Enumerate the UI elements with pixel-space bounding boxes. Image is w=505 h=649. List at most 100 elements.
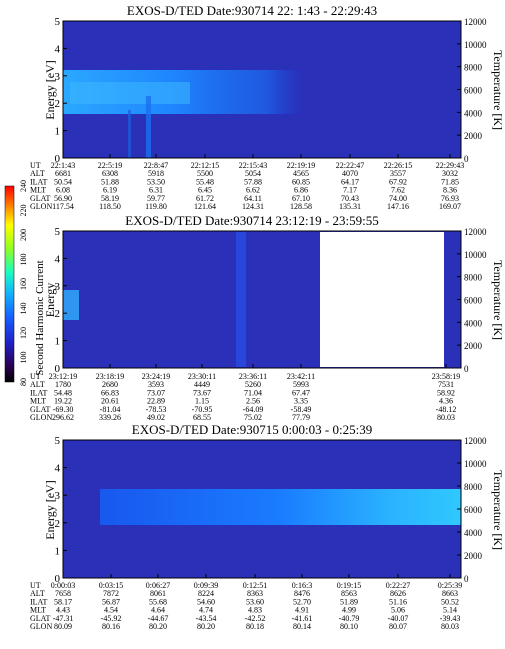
- panel-3-table-cell: -40.79: [339, 614, 360, 623]
- panel-1-table-cell: 22:22:47: [336, 161, 364, 170]
- panel-2-y2label: Temperature [K]: [491, 260, 505, 340]
- panel-1-table-cell: 6308: [102, 169, 118, 178]
- panel-1-table-cell: 5918: [148, 169, 164, 178]
- panel-2-table-cell: 1.15: [195, 397, 209, 406]
- panel-1-row-label: ILAT: [30, 177, 47, 186]
- panel-3-table-cell: -40.07: [388, 614, 409, 623]
- panel-3-table-cell: -47.31: [53, 614, 74, 623]
- panel-3-table-cell: 0:00:03: [51, 581, 75, 590]
- colorbar-tick-label: 80: [19, 378, 28, 386]
- colorbar: Second Harmonic Current 80 100 120 140 160 18…: [4, 180, 46, 386]
- panel-3-table-cell: 80.20: [149, 622, 167, 631]
- panel-2-ytick-label: 5: [55, 226, 61, 238]
- colorbar-tick-label: 100: [19, 352, 28, 364]
- panel-3-table-cell: 0:06:27: [146, 581, 170, 590]
- colorbar-gradient: [4, 185, 15, 383]
- panel-1-table-cell: 8.36: [443, 186, 457, 195]
- panel-3-table-cell: 52.70: [293, 597, 311, 606]
- colorbar-tick-label: 200: [19, 229, 28, 241]
- panel-2-table-cell: -70.95: [192, 405, 213, 414]
- panel-3-table-cell: 8224: [198, 589, 214, 598]
- panel-1-table-cell: 53.50: [147, 177, 165, 186]
- panel-3-table-cell: 0:19:15: [337, 581, 361, 590]
- panel-2-y2tick-label: 6000: [464, 296, 483, 306]
- panel-2-table-cell: 20.61: [101, 397, 119, 406]
- panel-1-table-cell: 56.90: [54, 194, 72, 203]
- panel-1-table-cell: 169.07: [439, 202, 461, 211]
- panel-2-table-cell: 2680: [102, 380, 118, 389]
- panel-3-table-cell: 80.18: [246, 622, 264, 631]
- panel-2-table-cell: 23:58:19: [432, 372, 460, 381]
- panel-3-table-cell: 7872: [103, 589, 119, 598]
- panel-1-table-cell: 7.62: [391, 186, 405, 195]
- panel-3-table-cell: 58.17: [54, 597, 72, 606]
- panel-1-table-cell: 76.93: [441, 194, 459, 203]
- panel-3-y2label: Temperature [K]: [491, 470, 505, 550]
- panel-1-ylabel: Energy [eV]: [43, 60, 57, 119]
- panel-2-table-cell: 73.67: [193, 388, 211, 397]
- panel-2-table-cell: 23:12:19: [49, 372, 77, 381]
- panel-1-table-cell: 67.92: [389, 177, 407, 186]
- panel-1-ytick-label: 5: [55, 16, 61, 28]
- panel-2-ytick-label: 0: [55, 363, 61, 375]
- panel-1-row-label: GLAT: [30, 194, 51, 203]
- panel-2-row-label: UT: [30, 372, 41, 381]
- panel-1-table-cell: 6.08: [56, 186, 70, 195]
- panel-3-table-cell: 56.87: [102, 597, 120, 606]
- panel-2-table-cell: 23:24:19: [142, 372, 170, 381]
- panel-3-table-cell: 0:09:39: [194, 581, 218, 590]
- panel-3-table-cell: 8563: [341, 589, 357, 598]
- panel-1-table-cell: 60.85: [292, 177, 310, 186]
- panel-3-table-cell: -41.61: [292, 614, 313, 623]
- panel-2-row-label: GLAT: [30, 405, 51, 414]
- panel-2-ytick-label: 2: [55, 308, 61, 320]
- panel-1-table-cell: 118.50: [99, 202, 121, 211]
- panel-1-table-cell: 64.17: [341, 177, 359, 186]
- panel-2-table-cell: 68.55: [193, 413, 211, 422]
- panel-3-table-cell: 8061: [150, 589, 166, 598]
- panel-3-table-cell: 4.91: [295, 606, 309, 615]
- panel-3-ytick-label: 3: [55, 490, 61, 502]
- panel-1-table-cell: 7.17: [343, 186, 357, 195]
- panel-1-table-cell: 22:19:19: [287, 161, 315, 170]
- panel-3-y2tick-label: 4000: [464, 528, 483, 538]
- panel-3-ytick-label: 1: [55, 545, 61, 557]
- panel-3-table-cell: 80.09: [54, 622, 72, 631]
- panel-3-y2tick-label: 6000: [464, 505, 483, 515]
- panel-2-table-cell: 3.35: [294, 397, 308, 406]
- panel-2-data-gap: [320, 232, 444, 367]
- panel-3-table-cell: 4.99: [342, 606, 356, 615]
- panel-1-table-cell: 119.80: [145, 202, 167, 211]
- panel-2-table-cell: 2.56: [246, 397, 260, 406]
- panel-2-table-cell: 7531: [438, 380, 454, 389]
- panel-1-table-cell: 59.77: [147, 194, 165, 203]
- panel-1-ytick-label: 0: [55, 153, 61, 165]
- panel-2-y2tick-label: 8000: [464, 273, 483, 283]
- panel-2-table-cell: 54.48: [54, 388, 72, 397]
- panel-2-y2tick-label: 12000: [464, 227, 487, 237]
- panel-2-table-cell: 5993: [293, 380, 309, 389]
- panel-2-y2tick-label: 0: [464, 364, 469, 374]
- panel-1-table-cell: 4565: [293, 169, 309, 178]
- panel-1-table-cell: 22:12:15: [191, 161, 219, 170]
- panel-1-ytick-label: 4: [55, 43, 61, 55]
- panel-2-table-cell: 23:18:19: [96, 372, 124, 381]
- panel-1-y2tick-label: 6000: [464, 86, 483, 96]
- panel-3-row-label: GLAT: [30, 614, 51, 623]
- panel-1-table-cell: 6681: [55, 169, 71, 178]
- panel-2: EXOS-D/TED Date:930714 23:12:19 - 23:59:…: [30, 213, 505, 422]
- panel-2-ytick-label: 4: [55, 253, 61, 265]
- panel-2-table-cell: -78.53: [146, 405, 167, 414]
- panel-2-table-cell: 4449: [194, 380, 210, 389]
- panel-1-table-cell: 22:15:43: [239, 161, 267, 170]
- panel-1-table-cell: 74.00: [389, 194, 407, 203]
- panel-3-table-cell: 80.14: [293, 622, 311, 631]
- panel-2-band: [63, 290, 79, 320]
- panel-3-table-cell: 5.14: [443, 606, 457, 615]
- panel-1-table-cell: 55.48: [196, 177, 214, 186]
- panel-1-table-cell: 70.43: [341, 194, 359, 203]
- panel-1-row-label: UT: [30, 161, 41, 170]
- panel-3-table-cell: 50.52: [441, 597, 459, 606]
- panel-1: EXOS-D/TED Date:930714 22: 1:43 - 22:29:…: [30, 3, 505, 211]
